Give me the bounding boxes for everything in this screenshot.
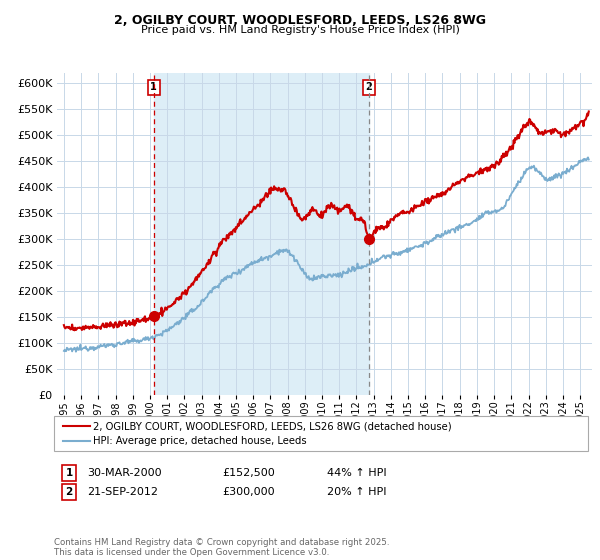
Text: 21-SEP-2012: 21-SEP-2012 [87, 487, 158, 497]
Text: 1: 1 [151, 82, 157, 92]
Text: HPI: Average price, detached house, Leeds: HPI: Average price, detached house, Leed… [93, 436, 307, 446]
Text: £300,000: £300,000 [222, 487, 275, 497]
Text: 2, OGILBY COURT, WOODLESFORD, LEEDS, LS26 8WG (detached house): 2, OGILBY COURT, WOODLESFORD, LEEDS, LS2… [93, 421, 452, 431]
Text: 30-MAR-2000: 30-MAR-2000 [87, 468, 161, 478]
Text: £152,500: £152,500 [222, 468, 275, 478]
Text: 1: 1 [65, 468, 73, 478]
Text: Price paid vs. HM Land Registry's House Price Index (HPI): Price paid vs. HM Land Registry's House … [140, 25, 460, 35]
Text: 2, OGILBY COURT, WOODLESFORD, LEEDS, LS26 8WG: 2, OGILBY COURT, WOODLESFORD, LEEDS, LS2… [114, 14, 486, 27]
Text: 44% ↑ HPI: 44% ↑ HPI [327, 468, 386, 478]
Text: 2: 2 [365, 82, 372, 92]
Text: 20% ↑ HPI: 20% ↑ HPI [327, 487, 386, 497]
Text: 2: 2 [65, 487, 73, 497]
Text: Contains HM Land Registry data © Crown copyright and database right 2025.
This d: Contains HM Land Registry data © Crown c… [54, 538, 389, 557]
Bar [154, 73, 369, 395]
